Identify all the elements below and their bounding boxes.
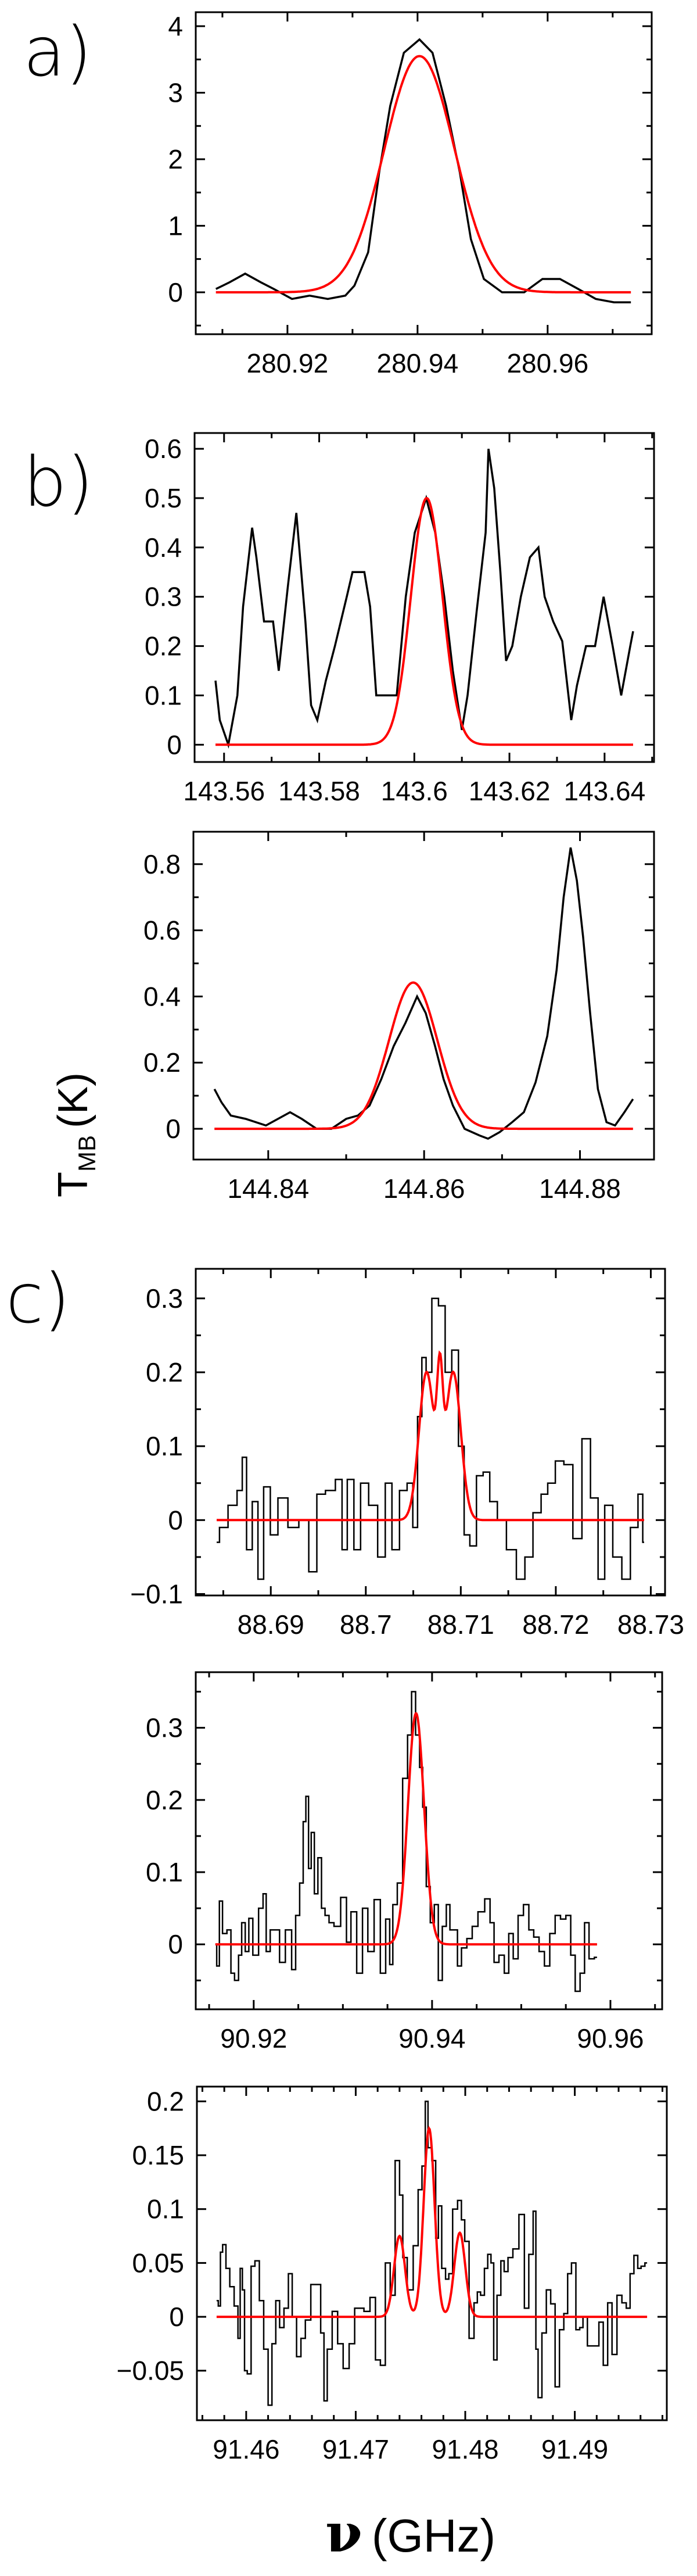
- y-tick-label: 0: [168, 1929, 183, 1959]
- y-tick-label: 0.4: [145, 532, 182, 563]
- y-axis-title: TMB (K): [50, 1072, 100, 1197]
- y-tick-label: 0: [168, 1505, 183, 1535]
- y-tick-label: 2: [168, 144, 183, 174]
- panel-label-c: c): [6, 1258, 70, 1339]
- observed-spectrum: [213, 847, 634, 1140]
- x-axis-title-unit: (GHz): [372, 2510, 495, 2561]
- y-tick-label: 1: [168, 210, 183, 241]
- y-tick-label: 0: [167, 729, 182, 760]
- gaussian-fit-curve: [215, 1712, 597, 1946]
- y-tick-label: −0.05: [117, 2356, 184, 2386]
- panels: 280.92 280.94 280.96 0 1 2 3 4 143.56 143.58 143.6…: [117, 11, 684, 2464]
- y-tick-label: 0.8: [143, 849, 181, 879]
- y-tick-label: 0.6: [145, 434, 182, 464]
- y-tick-label: 0.2: [145, 631, 182, 661]
- x-axis-title-symbol: ν: [325, 2502, 362, 2564]
- y-tick-label: 0.3: [146, 1713, 183, 1743]
- y-tick-label: 0.4: [143, 981, 181, 1011]
- y-tick-label: 0.6: [143, 915, 181, 946]
- x-tick-label: 91.48: [432, 2434, 498, 2464]
- plot-frame: [196, 2085, 668, 2421]
- x-tick-label: 90.92: [220, 2023, 287, 2053]
- x-tick-label: 143.64: [563, 776, 645, 806]
- x-tick-label: 144.86: [383, 1173, 465, 1204]
- y-tick-label: 4: [168, 11, 183, 41]
- gaussian-fit-curve: [215, 497, 633, 746]
- gaussian-fit-curve: [217, 1350, 644, 1522]
- gaussian-fit-curve: [216, 2126, 648, 2319]
- x-tick-label: 88.7: [340, 1609, 392, 1640]
- observed-spectrum: [217, 1297, 644, 1580]
- x-tick-label: 280.94: [377, 348, 459, 378]
- y-tick-label: 0.1: [146, 1431, 183, 1461]
- y-axis-title-symbol: T: [50, 1172, 96, 1197]
- y-tick-label: 0.1: [145, 680, 182, 710]
- x-tick-label: 88.69: [238, 1609, 304, 1640]
- observed-spectrum: [214, 448, 634, 749]
- y-axis-title-unit: (K): [50, 1072, 96, 1128]
- spectrum-panel-2: 143.56 143.58 143.6 143.62 143.64 0 0.1 0.2 0.3 0…: [145, 432, 655, 806]
- y-tick-label: 0.05: [132, 2248, 184, 2278]
- plot-frame: [195, 1268, 666, 1597]
- panel-label-b: b): [23, 442, 94, 522]
- y-tick-label: 0.5: [145, 483, 182, 513]
- x-tick-label: 143.56: [183, 776, 265, 806]
- y-tick-label: 3: [168, 78, 183, 108]
- y-tick-label: −0.1: [130, 1579, 183, 1609]
- spectrum-panel-3: 144.84 144.86 144.88 0 0.2 0.4 0.6 0.8: [143, 831, 655, 1204]
- plot-frame: [195, 11, 653, 335]
- y-tick-label: 0: [168, 277, 183, 307]
- y-tick-label: 0.2: [147, 2086, 184, 2116]
- y-tick-label: 0.3: [146, 1283, 183, 1314]
- observed-spectrum: [215, 38, 631, 303]
- x-tick-label: 88.71: [427, 1609, 494, 1640]
- y-tick-label: 0: [166, 1114, 181, 1144]
- x-axis-title: ν (GHz): [325, 2502, 495, 2564]
- x-tick-label: 144.88: [539, 1173, 621, 1204]
- panel-label-a: a): [23, 12, 92, 92]
- y-tick-label: 0: [169, 2302, 184, 2332]
- y-tick-label: 0.2: [146, 1785, 183, 1815]
- y-tick-label: 0.15: [132, 2140, 184, 2170]
- spectrum-panel-4: 88.69 88.7 88.71 88.72 88.73 −0.1 0 0.1 0.2 0.3: [130, 1268, 684, 1640]
- x-tick-label: 91.47: [322, 2434, 389, 2464]
- gaussian-fit-curve: [215, 55, 631, 294]
- x-tick-label: 280.96: [506, 348, 588, 378]
- x-tick-label: 144.84: [227, 1173, 309, 1204]
- x-tick-label: 90.96: [577, 2023, 644, 2053]
- y-tick-label: 0.1: [147, 2194, 184, 2224]
- plot-frame: [195, 1671, 663, 2010]
- x-tick-label: 143.6: [381, 776, 448, 806]
- x-tick-label: 88.72: [522, 1609, 589, 1640]
- x-tick-label: 91.46: [213, 2434, 279, 2464]
- x-tick-label: 280.92: [247, 348, 329, 378]
- plot-frame: [193, 432, 655, 763]
- y-axis-title-subscript: MB: [73, 1135, 100, 1172]
- y-tick-label: 0.2: [143, 1047, 181, 1078]
- x-tick-label: 91.49: [541, 2434, 608, 2464]
- spectrum-panel-1: 280.92 280.94 280.96 0 1 2 3 4: [168, 11, 653, 378]
- y-tick-label: 0.1: [146, 1857, 183, 1887]
- x-tick-label: 143.62: [469, 776, 551, 806]
- y-tick-label: 0.3: [145, 582, 182, 612]
- x-tick-label: 88.73: [617, 1609, 684, 1640]
- spectrum-panel-6: 91.46 91.47 91.48 91.49 −0.05 0 0.05 0.1 0.15 0.2: [117, 2085, 668, 2464]
- y-tick-label: 0.2: [146, 1357, 183, 1387]
- x-tick-label: 90.94: [398, 2023, 465, 2053]
- x-tick-label: 143.58: [278, 776, 360, 806]
- gaussian-fit-curve: [214, 981, 633, 1130]
- spectrum-panel-5: 90.92 90.94 90.96 0 0.1 0.2 0.3: [146, 1671, 663, 2053]
- observed-spectrum: [215, 1691, 597, 1992]
